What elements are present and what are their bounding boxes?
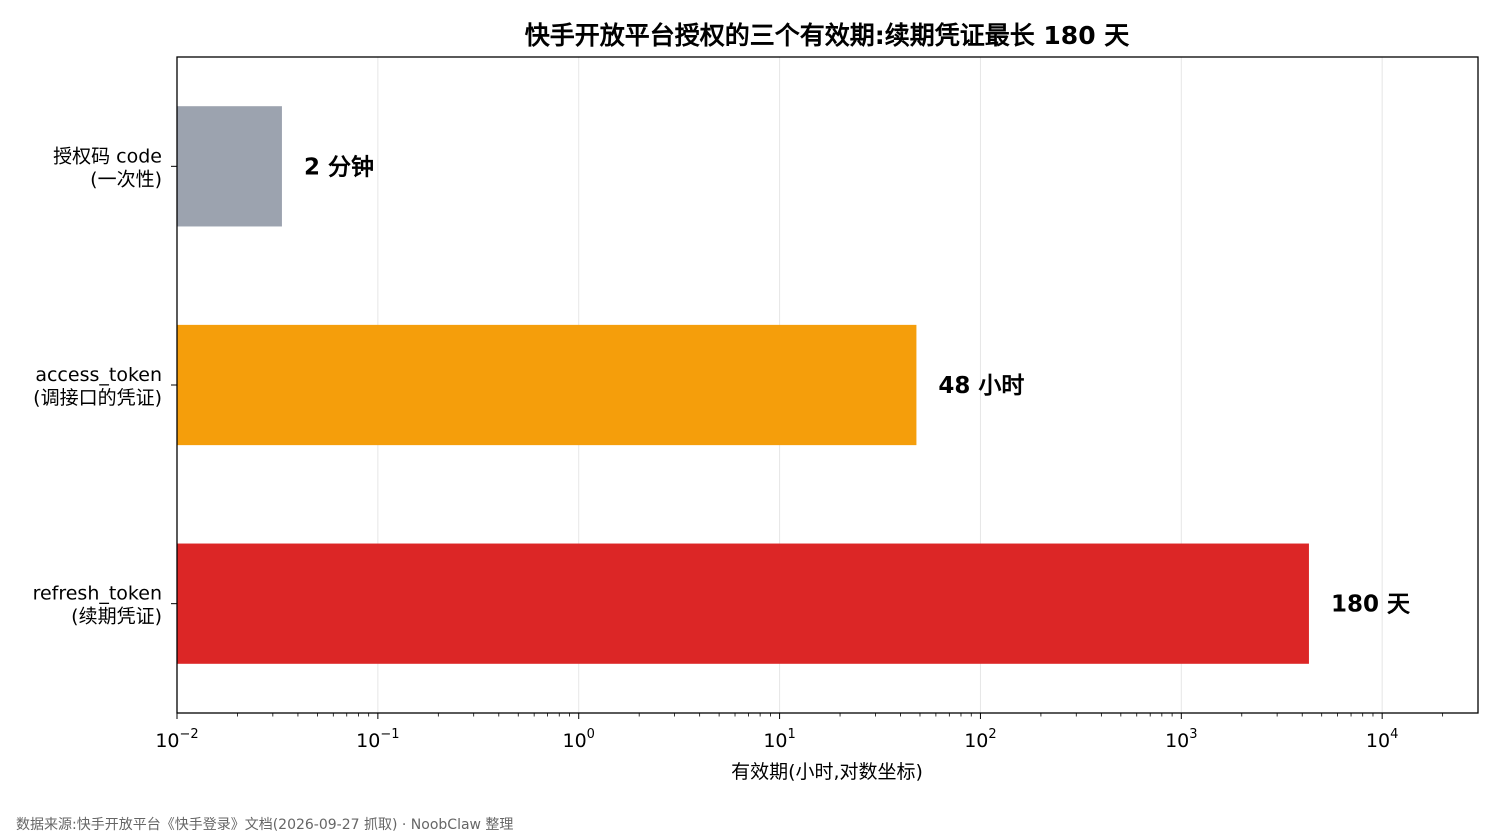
chart-title: 快手开放平台授权的三个有效期:续期凭证最长 180 天	[525, 21, 1130, 50]
y-axis: 授权码 code(一次性) access_token(调接口的凭证) refresh…	[33, 145, 177, 628]
value-labels: 2 分钟 48 小时 180 天	[304, 154, 1411, 617]
bar	[177, 106, 282, 227]
bar-value-label: 48 小时	[938, 373, 1024, 399]
x-tick-label: 10−1	[356, 727, 399, 752]
x-tick-label: 104	[1366, 727, 1398, 752]
y-tick-label: 授权码 code	[53, 145, 162, 167]
bars	[177, 106, 1309, 664]
y-tick-label: access_token	[35, 364, 162, 386]
y-tick-label-sub: (一次性)	[90, 168, 162, 190]
bar-value-label: 180 天	[1331, 592, 1411, 618]
x-axis-label: 有效期(小时,对数坐标)	[731, 761, 923, 783]
bar	[177, 543, 1309, 664]
y-tick-label-sub: (续期凭证)	[71, 606, 162, 628]
x-axis: 10−2 10−1 100 101 102 103 104	[155, 713, 1444, 752]
x-tick-label: 102	[964, 727, 996, 752]
bar	[177, 324, 917, 446]
x-tick-label: 103	[1165, 727, 1197, 752]
y-tick-label-sub: (调接口的凭证)	[33, 387, 162, 409]
x-tick-label: 10−2	[155, 727, 198, 752]
x-tick-label: 101	[763, 727, 795, 752]
bar-value-label: 2 分钟	[304, 154, 374, 180]
y-tick-label: refresh_token	[33, 583, 162, 605]
source-footnote: 数据来源:快手开放平台《快手登录》文档(2026-09-27 抓取) · Noo…	[16, 817, 514, 833]
x-tick-label: 100	[562, 727, 594, 752]
